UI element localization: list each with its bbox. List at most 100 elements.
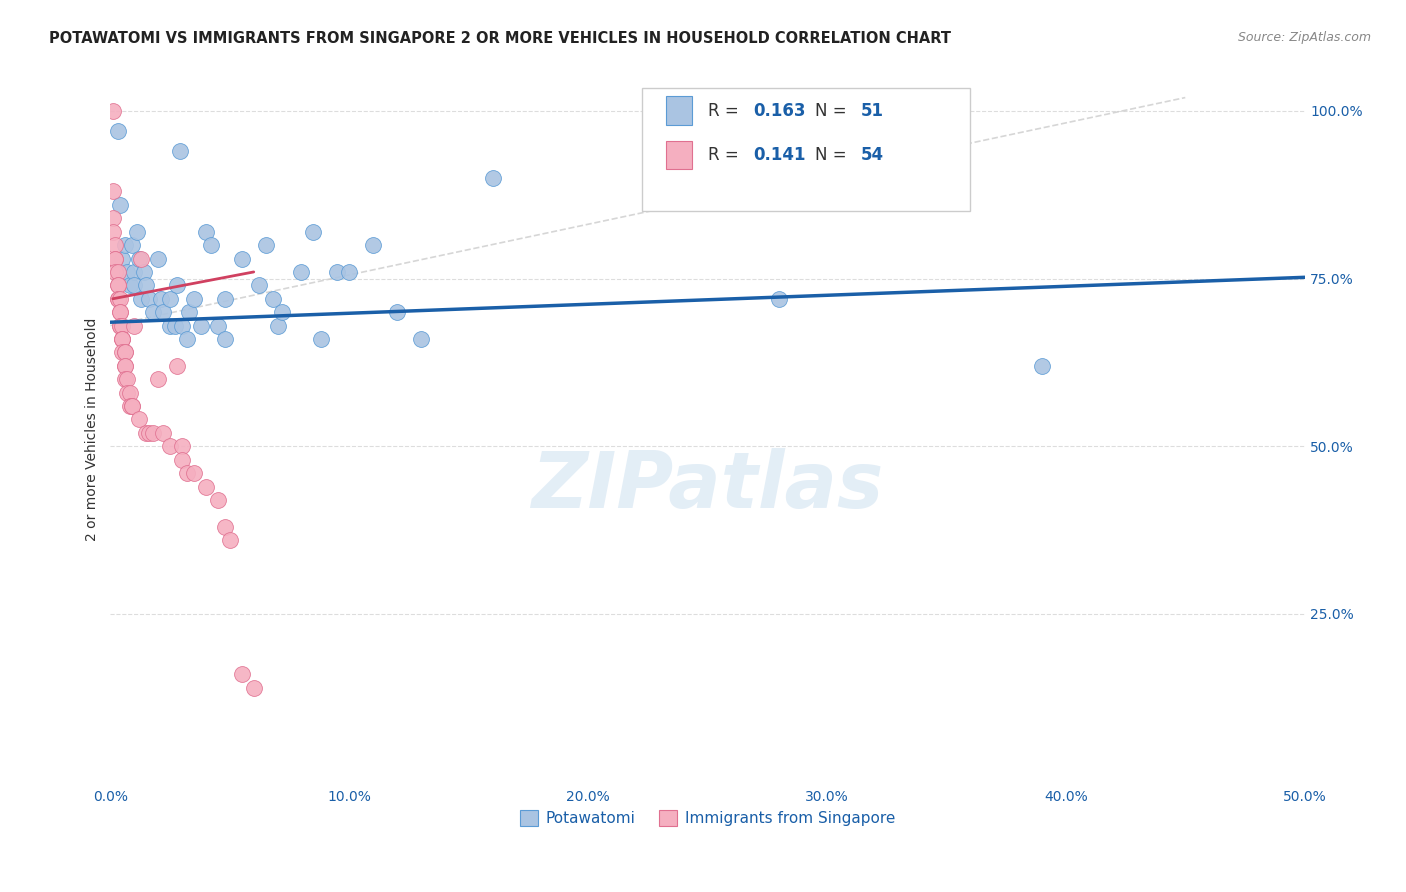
- Legend: Potawatomi, Immigrants from Singapore: Potawatomi, Immigrants from Singapore: [512, 803, 903, 834]
- Point: [170, 452, 193, 467]
- Point: [207, 318, 229, 333]
- Point: [152, 425, 174, 440]
- Point: [142, 305, 165, 319]
- Point: [170, 439, 193, 453]
- Point: [121, 399, 143, 413]
- Text: 0.141: 0.141: [754, 146, 806, 164]
- Point: [118, 385, 141, 400]
- Text: N =: N =: [815, 146, 852, 164]
- Point: [115, 385, 138, 400]
- Point: [131, 252, 153, 266]
- FancyBboxPatch shape: [643, 88, 970, 211]
- Point: [125, 225, 148, 239]
- Point: [108, 198, 131, 212]
- Text: R =: R =: [707, 102, 744, 120]
- Point: [111, 332, 134, 346]
- Point: [108, 292, 131, 306]
- Point: [179, 305, 201, 319]
- Point: [115, 372, 138, 386]
- Point: [337, 265, 360, 279]
- Point: [207, 493, 229, 508]
- Point: [200, 238, 222, 252]
- Point: [124, 318, 146, 333]
- Point: [132, 265, 155, 279]
- Point: [170, 318, 193, 333]
- Point: [768, 292, 790, 306]
- Point: [135, 278, 157, 293]
- Point: [138, 292, 160, 306]
- Point: [361, 238, 384, 252]
- Point: [114, 345, 136, 359]
- Point: [254, 238, 277, 252]
- Point: [169, 145, 191, 159]
- Point: [108, 318, 131, 333]
- Point: [114, 238, 136, 252]
- Point: [262, 292, 284, 306]
- Point: [190, 318, 212, 333]
- Point: [242, 681, 264, 695]
- Point: [107, 265, 129, 279]
- Point: [111, 332, 134, 346]
- Point: [124, 278, 146, 293]
- Point: [118, 278, 141, 293]
- Point: [194, 479, 217, 493]
- Point: [385, 305, 408, 319]
- Point: [131, 292, 153, 306]
- Point: [183, 466, 205, 480]
- Point: [247, 278, 270, 293]
- Point: [159, 439, 181, 453]
- Point: [271, 305, 294, 319]
- Point: [231, 667, 253, 681]
- Point: [114, 359, 136, 373]
- Y-axis label: 2 or more Vehicles in Household: 2 or more Vehicles in Household: [86, 318, 100, 541]
- Point: [214, 292, 236, 306]
- Text: 51: 51: [860, 102, 883, 120]
- Point: [111, 252, 134, 266]
- Point: [107, 292, 129, 306]
- Point: [101, 185, 124, 199]
- Point: [111, 345, 134, 359]
- Point: [107, 278, 129, 293]
- Point: [409, 332, 432, 346]
- Point: [290, 265, 312, 279]
- Point: [104, 265, 127, 279]
- Point: [152, 305, 174, 319]
- Point: [142, 425, 165, 440]
- Point: [104, 252, 127, 266]
- Point: [214, 332, 236, 346]
- FancyBboxPatch shape: [666, 141, 692, 169]
- Point: [114, 359, 136, 373]
- Point: [138, 425, 160, 440]
- Text: 54: 54: [860, 146, 883, 164]
- Point: [481, 171, 503, 186]
- Point: [183, 292, 205, 306]
- Point: [108, 318, 131, 333]
- Point: [114, 372, 136, 386]
- Point: [214, 520, 236, 534]
- Text: N =: N =: [815, 102, 852, 120]
- Point: [108, 305, 131, 319]
- Point: [149, 292, 172, 306]
- Text: 0.163: 0.163: [754, 102, 806, 120]
- Point: [135, 425, 157, 440]
- Point: [124, 265, 146, 279]
- Text: POTAWATOMI VS IMMIGRANTS FROM SINGAPORE 2 OR MORE VEHICLES IN HOUSEHOLD CORRELAT: POTAWATOMI VS IMMIGRANTS FROM SINGAPORE …: [49, 31, 952, 46]
- Text: Source: ZipAtlas.com: Source: ZipAtlas.com: [1237, 31, 1371, 45]
- Point: [101, 225, 124, 239]
- Point: [159, 292, 181, 306]
- Point: [163, 318, 186, 333]
- Point: [218, 533, 240, 548]
- Point: [176, 332, 198, 346]
- Point: [309, 332, 332, 346]
- Point: [107, 292, 129, 306]
- Text: ZIPatlas: ZIPatlas: [531, 448, 884, 524]
- Point: [107, 278, 129, 293]
- Point: [166, 359, 188, 373]
- Point: [266, 318, 288, 333]
- Point: [302, 225, 325, 239]
- Point: [231, 252, 253, 266]
- Point: [107, 124, 129, 138]
- Point: [121, 238, 143, 252]
- Point: [128, 252, 150, 266]
- Point: [148, 372, 170, 386]
